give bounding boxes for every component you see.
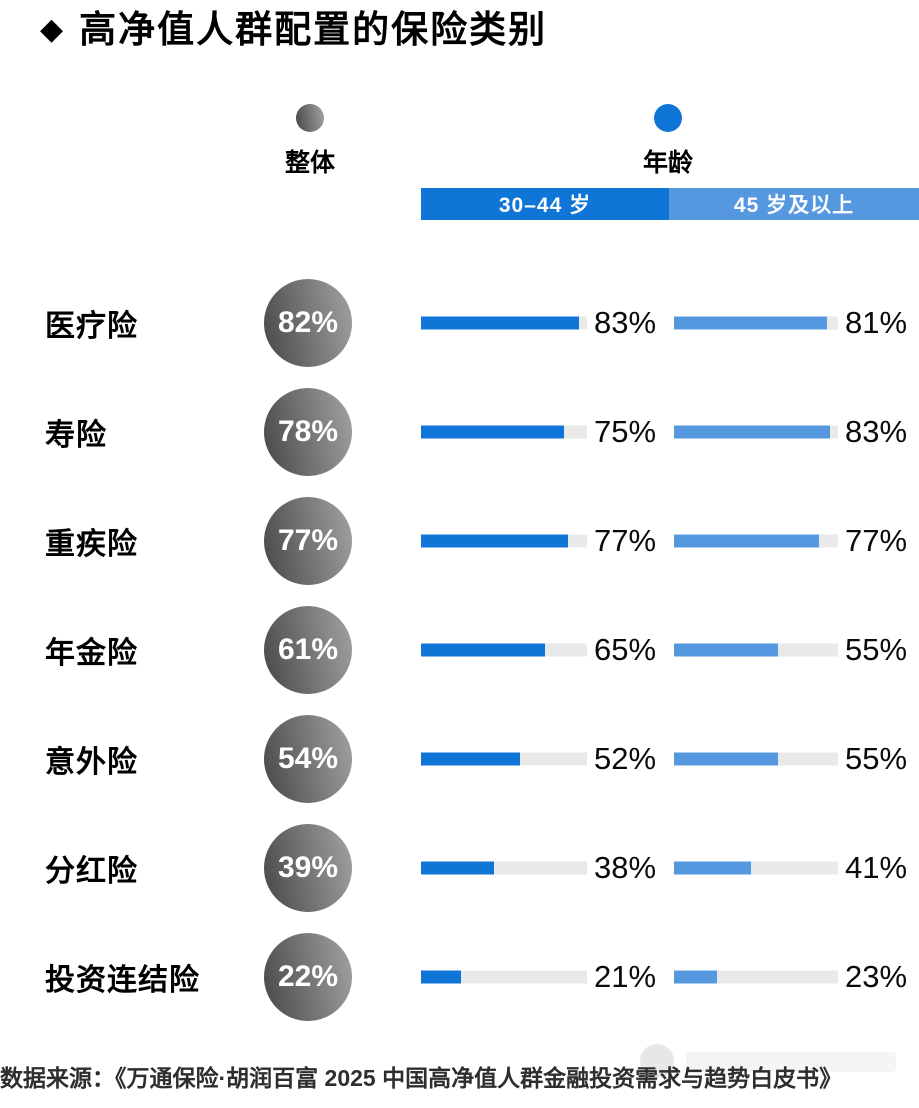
bar-30-44-fill <box>421 752 521 765</box>
bar-45-plus-fill <box>674 534 820 547</box>
bar-30-44 <box>421 425 587 438</box>
legend-item-overall: 整体 <box>250 104 370 179</box>
bar-30-44-fill <box>421 861 494 874</box>
bar-45-plus <box>674 970 838 983</box>
bar-45-plus-fill <box>674 752 778 765</box>
chart-row: 寿险 78% 75% 83% <box>0 377 919 486</box>
overall-value-circle: 82% <box>264 278 352 367</box>
bar-45-plus-fill <box>674 970 718 983</box>
bar-30-44-fill <box>421 643 545 656</box>
bar-45-plus-fill <box>674 425 831 438</box>
bar-30-44 <box>421 643 587 656</box>
bar-45-plus <box>674 643 838 656</box>
category-label: 医疗险 <box>45 309 138 343</box>
bar-30-44-value: 77% <box>594 522 657 558</box>
bar-30-44-value: 75% <box>594 413 657 449</box>
chart-row: 意外险 54% 52% 55% <box>0 704 919 813</box>
legend-item-age: 年龄 <box>608 104 728 179</box>
overall-value-circle: 39% <box>264 823 352 912</box>
overall-value-circle: 77% <box>264 496 352 585</box>
title-row: ◆ 高净值人群配置的保险类别 <box>40 8 547 52</box>
bar-45-plus <box>674 425 838 438</box>
page-title: 高净值人群配置的保险类别 <box>79 9 548 50</box>
category-label: 寿险 <box>45 418 107 452</box>
bar-45-plus-value: 41% <box>845 849 908 885</box>
age-band-45-plus: 45 岁及以上 <box>669 188 919 220</box>
bar-45-plus-value: 77% <box>845 522 908 558</box>
age-band-30-44: 30–44 岁 <box>421 188 669 220</box>
bar-30-44-value: 52% <box>594 740 657 776</box>
category-label: 意外险 <box>45 745 138 779</box>
age-group-header-band: 30–44 岁 45 岁及以上 <box>421 188 919 220</box>
data-source: 数据来源：《万通保险·胡润百富 2025 中国高净值人群金融投资需求与趋势白皮书… <box>0 1065 843 1091</box>
bar-45-plus-fill <box>674 643 778 656</box>
bar-30-44-value: 83% <box>594 304 657 340</box>
bar-45-plus <box>674 861 838 874</box>
overall-value-circle: 22% <box>264 932 352 1021</box>
overall-legend-label: 整体 <box>284 149 335 177</box>
bar-30-44-fill <box>421 316 580 329</box>
chart-row: 重疾险 77% 77% 77% <box>0 486 919 595</box>
bar-45-plus-value: 81% <box>845 304 908 340</box>
bar-30-44 <box>421 316 587 329</box>
chart-row: 年金险 61% 65% 55% <box>0 595 919 704</box>
bar-45-plus-fill <box>674 861 752 874</box>
diamond-bullet-icon: ◆ <box>40 13 64 47</box>
age-legend-dot-icon <box>654 104 682 132</box>
overall-legend-dot-icon <box>296 104 324 132</box>
bar-45-plus-value: 55% <box>845 631 908 667</box>
category-label: 分红险 <box>45 854 138 888</box>
bar-30-44-fill <box>421 534 568 547</box>
bar-30-44-value: 21% <box>594 958 657 994</box>
bar-45-plus-fill <box>674 316 827 329</box>
overall-value-circle: 78% <box>264 387 352 476</box>
overall-value-circle: 61% <box>264 605 352 694</box>
chart-row: 分红险 39% 38% 41% <box>0 813 919 922</box>
overall-value-circle: 54% <box>264 714 352 803</box>
bar-30-44-fill <box>421 425 565 438</box>
bar-45-plus-value: 83% <box>845 413 908 449</box>
bar-45-plus <box>674 752 838 765</box>
category-label: 投资连结险 <box>45 963 200 997</box>
bar-30-44 <box>421 752 587 765</box>
category-label: 重疾险 <box>45 527 138 561</box>
bar-30-44 <box>421 970 587 983</box>
bar-45-plus-value: 55% <box>845 740 908 776</box>
age-legend-label: 年龄 <box>642 149 693 177</box>
bar-45-plus <box>674 534 838 547</box>
chart-row: 投资连结险 22% 21% 23% <box>0 922 919 1031</box>
bar-30-44 <box>421 534 587 547</box>
bar-45-plus-value: 23% <box>845 958 908 994</box>
chart-row: 医疗险 82% 83% 81% <box>0 268 919 377</box>
bar-30-44-value: 65% <box>594 631 657 667</box>
bar-30-44 <box>421 861 587 874</box>
bar-45-plus <box>674 316 838 329</box>
category-label: 年金险 <box>45 636 138 670</box>
bar-30-44-fill <box>421 970 461 983</box>
bar-30-44-value: 38% <box>594 849 657 885</box>
